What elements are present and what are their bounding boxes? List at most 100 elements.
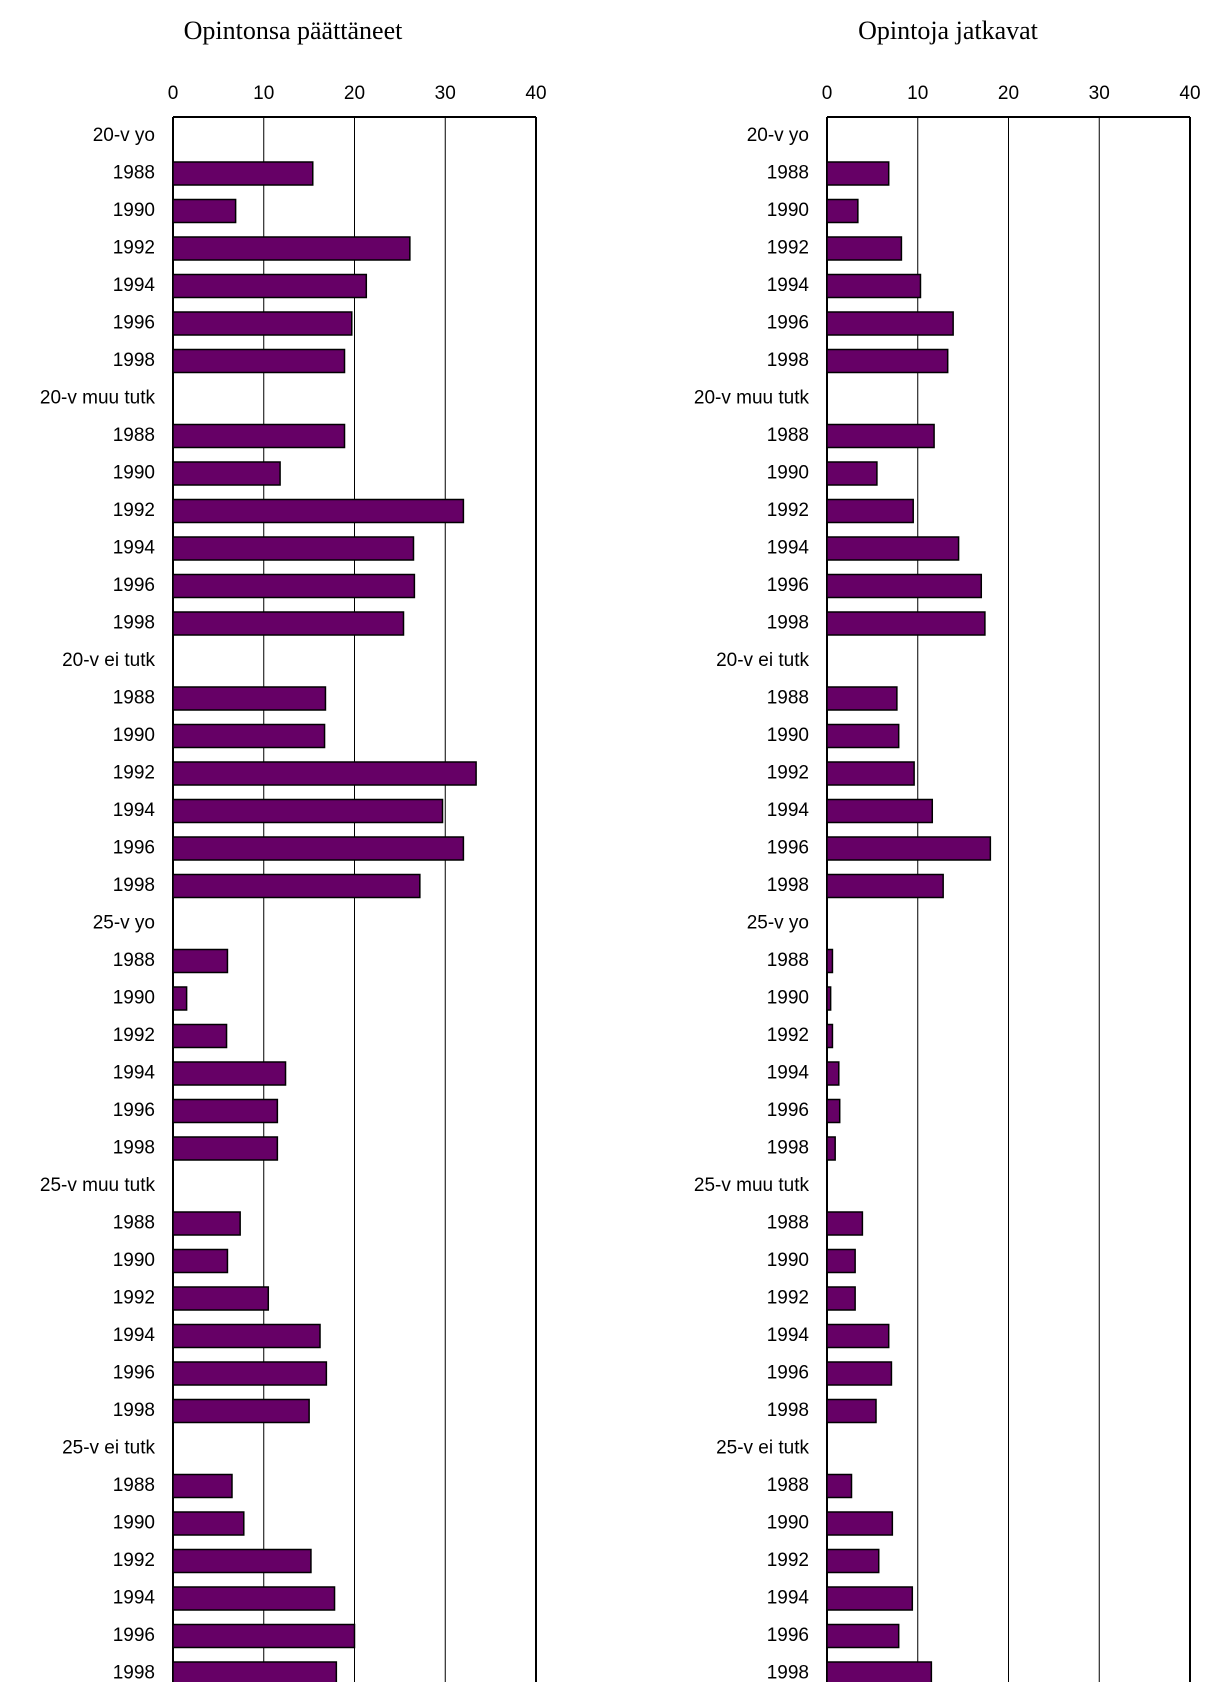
bar [172, 873, 421, 899]
category-label: 1988 [767, 1213, 809, 1234]
category-label: 1990 [113, 463, 155, 484]
category-label: 1988 [767, 425, 809, 446]
category-label: 1998 [113, 613, 155, 634]
category-label: 1990 [113, 200, 155, 221]
category-label: 1996 [113, 575, 155, 596]
bar [172, 1061, 287, 1086]
category-label: 20-v ei tutk [716, 650, 809, 671]
category-label: 1996 [767, 1100, 809, 1121]
category-label: 1994 [113, 1325, 156, 1346]
bar [826, 1398, 877, 1424]
bar [826, 198, 859, 224]
category-label: 1992 [113, 1550, 155, 1571]
category-label: 1998 [767, 1138, 809, 1159]
category-label: 1994 [767, 800, 810, 821]
bar [172, 573, 416, 599]
category-label: 25-v ei tutk [716, 1438, 809, 1459]
bar [172, 273, 368, 299]
category-label: 1998 [113, 1400, 155, 1421]
bar [826, 1661, 933, 1682]
category-label: 1988 [767, 950, 809, 971]
bar [172, 311, 353, 336]
bar [826, 498, 914, 524]
category-label: 1992 [113, 238, 155, 259]
bar [172, 1023, 228, 1049]
bar [826, 236, 903, 261]
bar [826, 723, 900, 749]
bar [172, 986, 188, 1011]
x-tick-label: 30 [435, 83, 456, 104]
bar [172, 498, 465, 524]
bar [826, 1211, 864, 1236]
bar [172, 836, 465, 861]
category-label: 1994 [767, 538, 810, 559]
bar [172, 461, 281, 486]
category-label: 1992 [113, 1025, 155, 1046]
bar [826, 348, 949, 374]
category-label: 1996 [113, 313, 155, 334]
x-tick-label: 40 [525, 83, 546, 104]
category-label: 1996 [113, 838, 155, 859]
bar [826, 1623, 900, 1649]
bar [826, 836, 992, 861]
bar [826, 986, 832, 1011]
bar [172, 1473, 233, 1499]
bar [172, 536, 415, 561]
bar [172, 423, 346, 449]
bar [172, 161, 314, 186]
bar [172, 1661, 338, 1682]
bar [826, 873, 944, 899]
category-label: 1992 [767, 500, 809, 521]
chart-panel-completed: Opintonsa päättäneet 0 10 20 30 40 20-v yo 1988… [40, 16, 547, 1682]
bar [826, 1248, 856, 1274]
bar [172, 1323, 321, 1349]
bar [826, 1098, 841, 1124]
category-label: 25-v muu tutk [694, 1175, 810, 1196]
bar [826, 573, 983, 599]
category-label: 1990 [113, 1513, 155, 1534]
bar [826, 1323, 890, 1349]
category-label: 1998 [767, 1400, 809, 1421]
category-label: 1992 [113, 1288, 155, 1309]
category-label: 1994 [767, 275, 810, 296]
bar [172, 198, 237, 224]
bar [172, 948, 229, 974]
category-label: 1996 [767, 1363, 809, 1384]
category-label: 25-v ei tutk [62, 1438, 155, 1459]
category-label: 1996 [767, 313, 809, 334]
bar [826, 1136, 836, 1161]
bar [826, 1061, 840, 1086]
x-tick-label: 10 [253, 83, 274, 104]
category-label: 1988 [113, 425, 155, 446]
bar [172, 611, 405, 636]
bar [826, 761, 915, 786]
category-label: 1998 [113, 1663, 155, 1682]
category-label: 1996 [113, 1363, 155, 1384]
category-label: 1990 [767, 200, 809, 221]
category-label: 1994 [113, 1063, 156, 1084]
category-label: 1988 [767, 1475, 809, 1496]
category-label: 1990 [767, 988, 809, 1009]
bar [172, 761, 477, 786]
bar [172, 1398, 310, 1424]
bar [826, 1286, 856, 1311]
category-label: 1992 [113, 500, 155, 521]
x-tick-label: 30 [1089, 83, 1110, 104]
bar [172, 1548, 312, 1574]
category-label: 1992 [113, 763, 155, 784]
category-label: 1996 [767, 1625, 809, 1646]
category-label: 1992 [767, 1025, 809, 1046]
category-label: 1992 [767, 763, 809, 784]
bar [172, 723, 326, 749]
category-label: 1988 [767, 688, 809, 709]
bar [172, 1248, 229, 1274]
category-label: 1988 [113, 163, 155, 184]
bar [826, 948, 834, 974]
bar [172, 798, 444, 824]
category-label: 1992 [767, 1288, 809, 1309]
x-tick-label: 20 [344, 83, 365, 104]
bar [826, 161, 890, 186]
bar [826, 798, 934, 824]
bar [826, 1361, 893, 1386]
x-tick-label: 10 [907, 83, 928, 104]
